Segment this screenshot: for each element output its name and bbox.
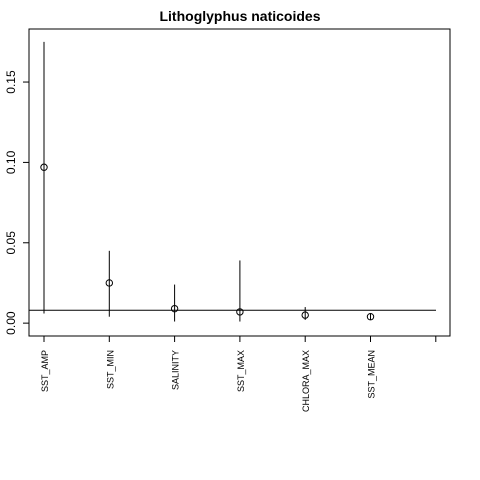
x-category-label: SST_MAX (236, 350, 246, 392)
x-category-label: SST_MIN (105, 350, 115, 389)
x-category-label: SST_AMP (40, 350, 50, 392)
data-marks (40, 41, 375, 322)
y-axis: 0.00 0.05 0.10 0.15 (4, 70, 29, 335)
chart-title: Lithoglyphus naticoides (159, 8, 320, 24)
x-category-label: SALINITY (171, 350, 181, 390)
data-point (301, 311, 309, 319)
data-point (170, 304, 179, 313)
data-point (236, 308, 244, 316)
y-tick-label: 0.00 (4, 311, 18, 335)
data-point (366, 313, 375, 321)
y-tick-label: 0.10 (4, 150, 18, 174)
x-axis: SST_AMP SST_MIN SALINITY SST_MAX CHLORA_MAX S… (40, 335, 437, 412)
data-point (40, 163, 48, 171)
y-tick-label: 0.15 (4, 70, 18, 94)
x-category-label: CHLORA_MAX (301, 350, 311, 412)
x-category-label: SST_MEAN (367, 350, 377, 399)
y-tick-label: 0.05 (4, 231, 18, 255)
data-point (105, 279, 114, 287)
